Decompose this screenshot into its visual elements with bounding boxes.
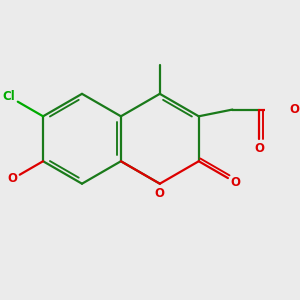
Text: O: O (8, 172, 18, 185)
Text: O: O (254, 142, 264, 155)
Text: O: O (290, 103, 299, 116)
Text: O: O (155, 187, 165, 200)
Text: O: O (230, 176, 240, 189)
Text: Cl: Cl (3, 90, 16, 103)
